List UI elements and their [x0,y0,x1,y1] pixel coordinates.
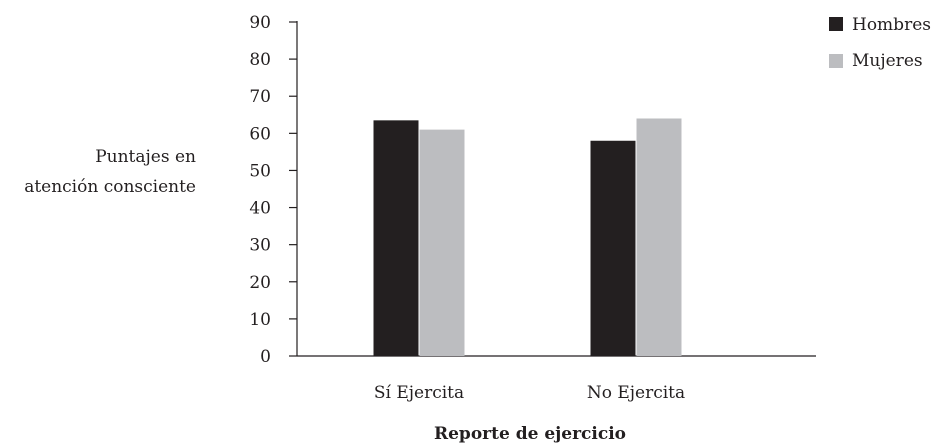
y-tick-label: 80 [249,50,271,70]
category-labels: Sí Ejercita No Ejercita [374,383,685,403]
y-tick-label: 10 [249,310,271,330]
legend-swatch-hombres [829,17,843,31]
y-tick-label: 0 [260,347,271,367]
y-axis-label-line-2: atención consciente [24,177,196,197]
y-tick-label: 50 [249,161,271,181]
bars [373,118,682,356]
y-tick-label: 40 [249,199,271,219]
legend-swatch-mujeres [829,54,843,68]
x-category-label: Sí Ejercita [374,383,464,403]
y-tick-label: 70 [249,87,271,107]
bar-hombres-1 [373,120,419,356]
bar-mujeres-2 [636,118,682,356]
y-tick-label: 90 [249,13,271,33]
x-category-label: No Ejercita [587,383,685,403]
legend: Hombres Mujeres [829,15,931,71]
y-tick-label: 20 [249,273,271,293]
bar-mujeres-1 [419,129,465,356]
y-axis: 0 10 20 30 40 50 60 70 80 90 [249,13,298,367]
y-tick-label: 60 [249,124,271,144]
legend-label-mujeres: Mujeres [852,51,923,71]
y-tick-label: 30 [249,236,271,256]
legend-label-hombres: Hombres [852,15,931,35]
y-axis-label-line-1: Puntajes en [95,147,196,167]
x-axis-label: Reporte de ejercicio [434,424,626,444]
bar-hombres-2 [590,140,636,356]
